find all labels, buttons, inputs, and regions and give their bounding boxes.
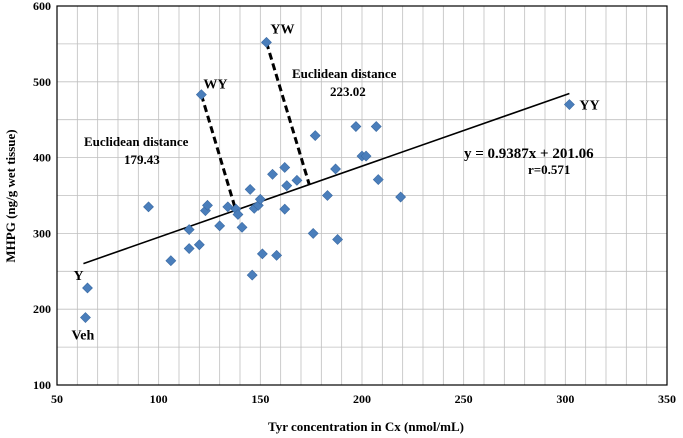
data-point: [193, 239, 205, 251]
data-point: [370, 121, 382, 132]
distance-lines: [199, 41, 311, 212]
distance-line-wy: [199, 94, 238, 212]
y-tick-label: 600: [33, 0, 51, 13]
data-point: [246, 269, 258, 281]
point-label-y: Y: [74, 269, 84, 284]
data-point: [214, 220, 226, 232]
y-tick-label: 300: [33, 226, 51, 240]
yw-distance-value: 223.02: [330, 84, 366, 99]
wy-distance-title: Euclidean distance: [84, 134, 189, 149]
point-label-veh: Veh: [71, 329, 94, 344]
y-tick-label: 400: [33, 151, 51, 165]
trendline-equation: y = 0.9387x + 201.06: [464, 146, 594, 162]
data-point: [330, 163, 341, 175]
x-tick-label: 150: [251, 392, 269, 406]
data-point: [267, 168, 278, 180]
plot-border: [56, 5, 668, 386]
point-label-yw: YW: [270, 22, 294, 37]
data-point: [291, 174, 303, 186]
data-point: [322, 190, 333, 201]
y-tick-label: 500: [33, 75, 51, 89]
data-point: [256, 248, 268, 260]
point-label-yy: YY: [579, 99, 599, 114]
data-point: [350, 121, 362, 132]
data-point: [232, 209, 244, 220]
data-point: [183, 243, 195, 254]
data-point: [279, 162, 291, 173]
y-tick-label: 100: [33, 378, 51, 392]
point-label-wy: WY: [203, 78, 227, 93]
data-point: [222, 201, 234, 213]
correlation-label: r=0.571: [528, 162, 570, 177]
data-point: [254, 193, 266, 205]
data-point: [183, 224, 195, 236]
data-point: [165, 255, 177, 267]
data-point: [372, 174, 384, 186]
x-tick-label: 50: [51, 392, 63, 406]
x-tick-label: 200: [353, 392, 371, 406]
data-point: [236, 221, 248, 233]
x-tick-label: 250: [455, 392, 473, 406]
data-point: [281, 180, 293, 192]
data-point: [143, 201, 154, 213]
y-axis-label: MHPG (ng/g wet tissue): [3, 129, 18, 262]
data-point: [307, 227, 319, 239]
data-point: [244, 184, 256, 195]
data-point: [563, 99, 575, 110]
yw-distance-title: Euclidean distance: [292, 66, 397, 81]
data-point: [82, 282, 93, 294]
distance-line-yw: [264, 41, 311, 185]
data-point: [279, 203, 291, 215]
x-axis-label: Tyr concentration in Cx (nmol/mL): [268, 419, 464, 434]
data-point: [261, 36, 272, 48]
data-point: [332, 234, 344, 245]
data-point: [395, 191, 407, 203]
wy-distance-value: 179.43: [124, 152, 160, 167]
data-points: Y Veh WY YW YY: [71, 22, 599, 343]
data-point: [202, 199, 213, 211]
x-tick-label: 350: [658, 392, 676, 406]
data-point: [360, 150, 372, 162]
data-point: [195, 89, 207, 101]
data-point: [80, 312, 91, 323]
data-point: [309, 130, 321, 142]
data-point: [271, 249, 283, 261]
x-tick-label: 300: [556, 392, 574, 406]
x-tick-label: 100: [150, 392, 168, 406]
y-tick-label: 200: [33, 302, 51, 316]
trendline: [83, 92, 570, 265]
